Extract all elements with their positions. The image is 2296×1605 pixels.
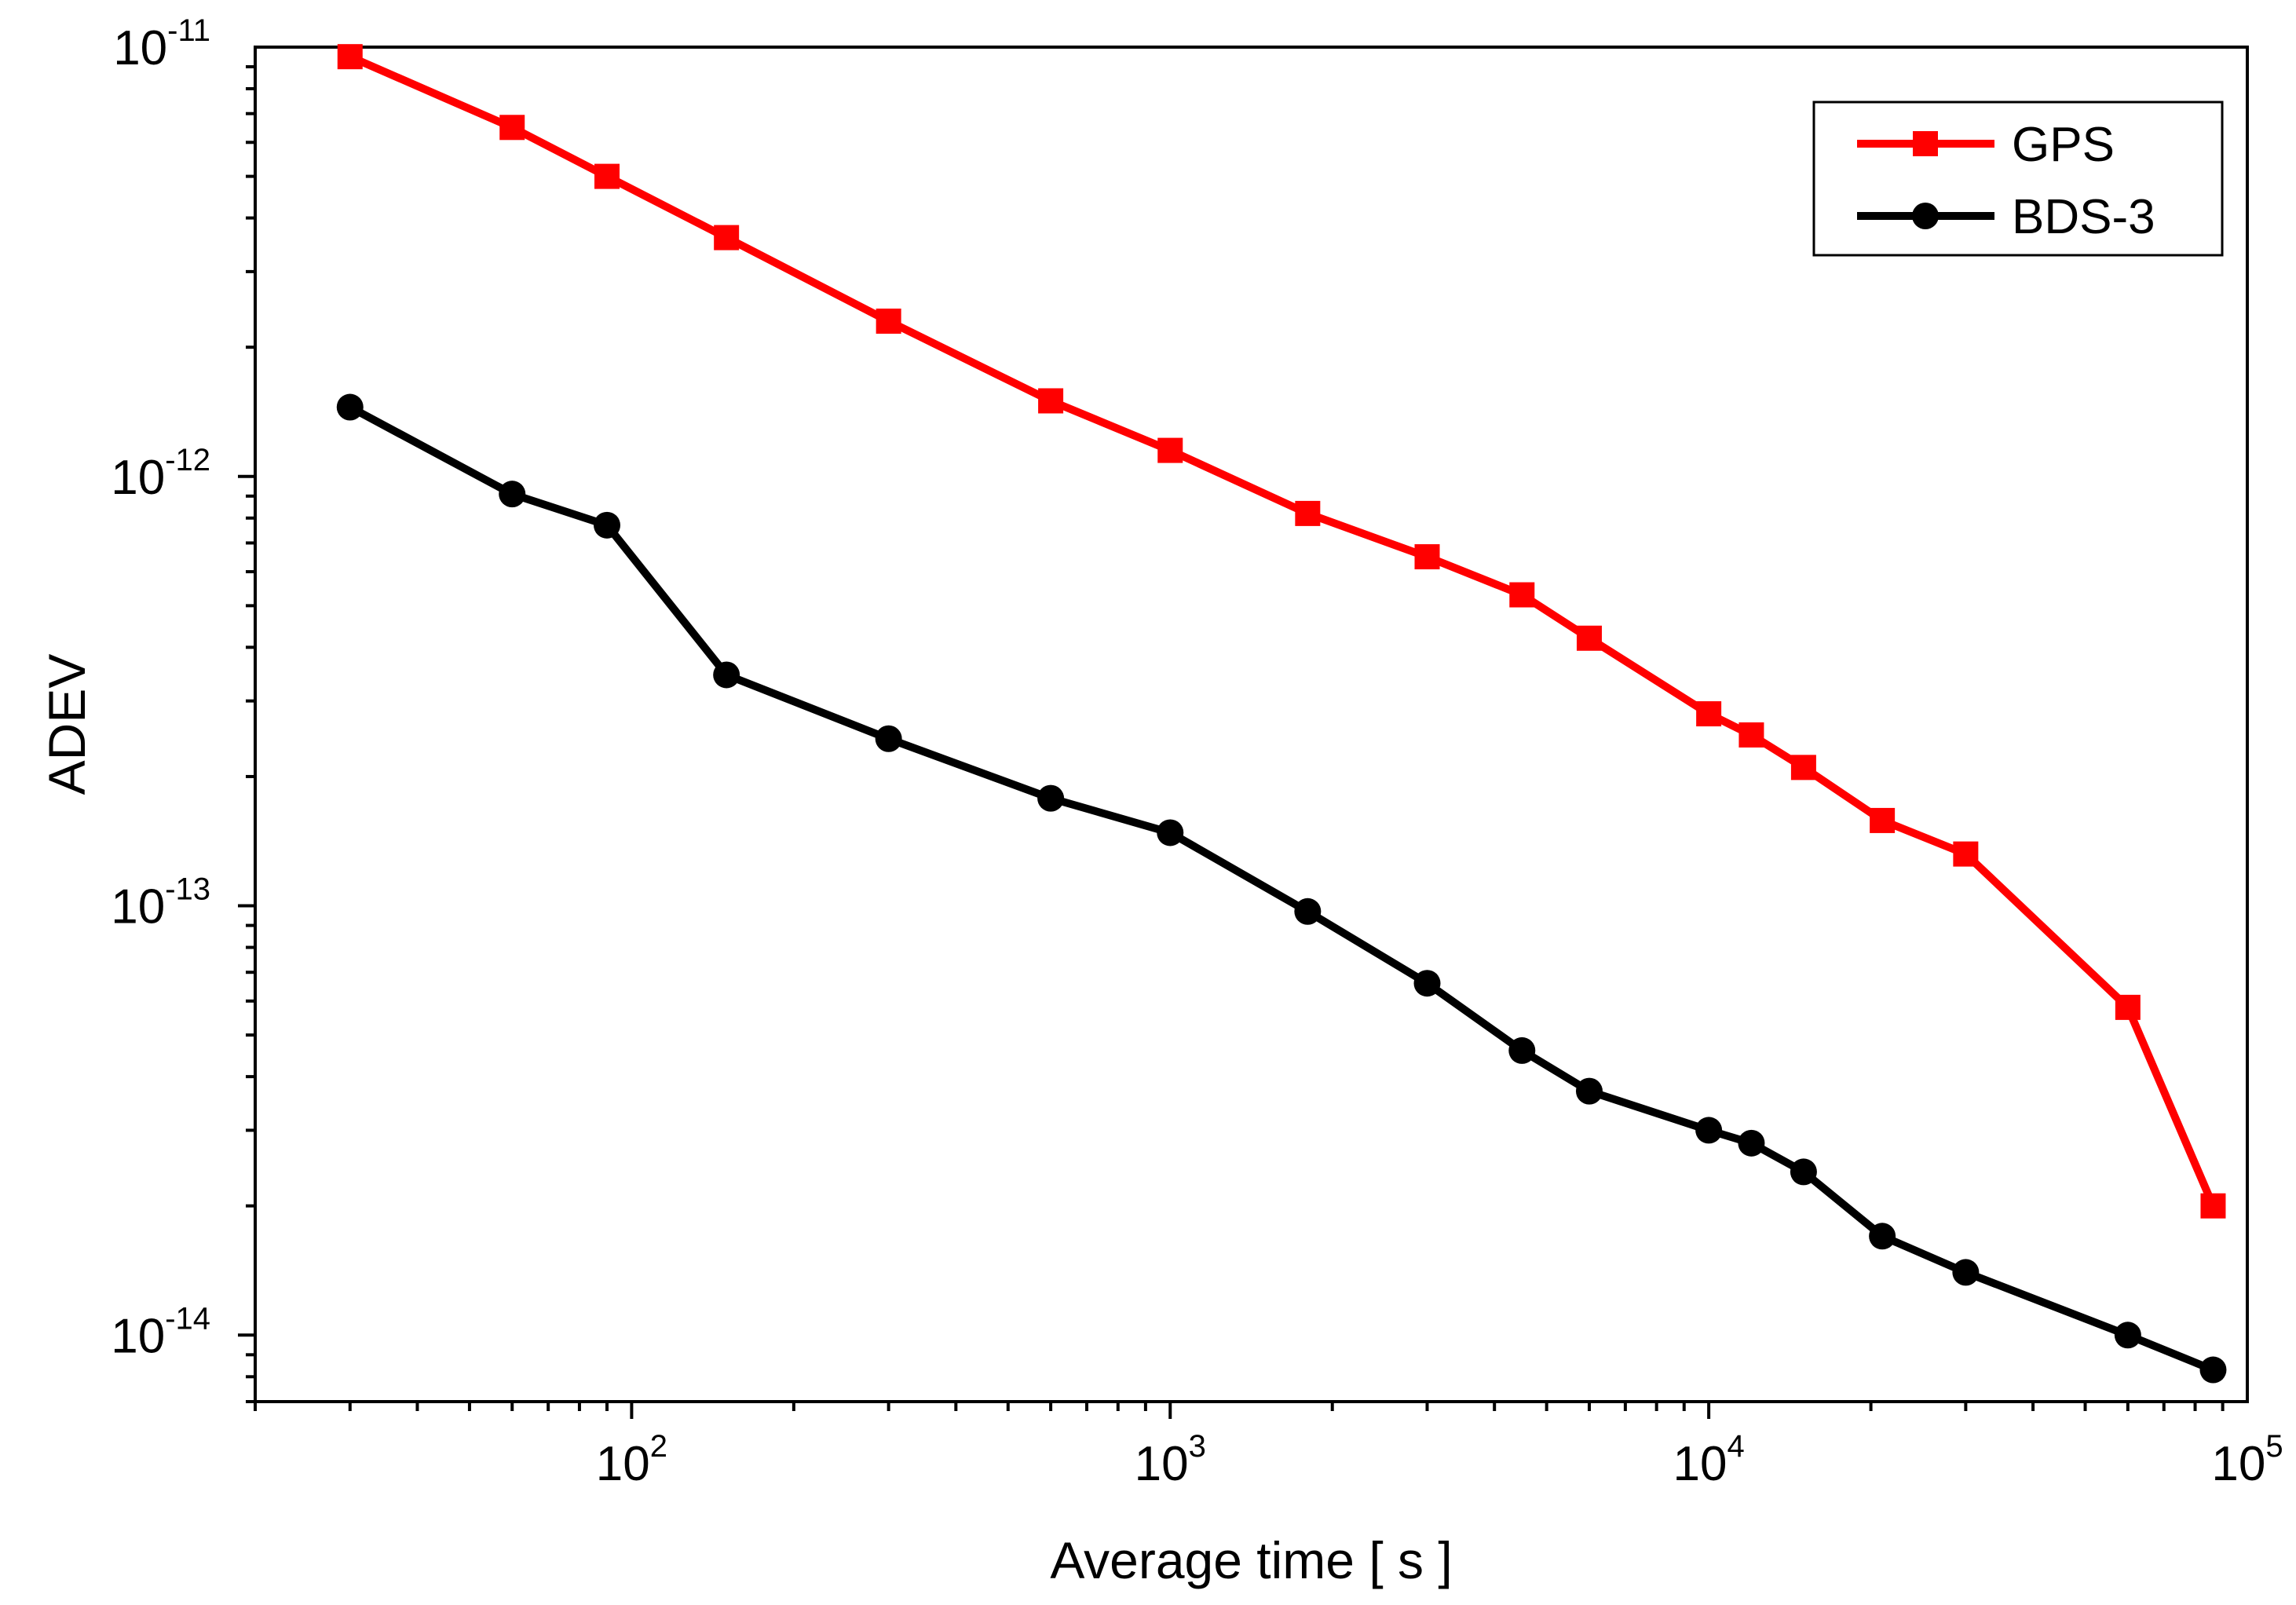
series-line-gps	[348, 53, 2217, 1208]
series-gps	[337, 44, 2226, 1219]
data-point-bds-3	[713, 661, 740, 689]
legend-item-gps: GPS	[1857, 118, 2115, 172]
x-tick-label: 105	[2211, 1429, 2283, 1491]
x-axis-title: Average time [ s ]	[1050, 1531, 1452, 1589]
data-point-bds-3	[336, 393, 364, 421]
y-tick-label: 10-14	[111, 1301, 210, 1363]
legend-box	[1812, 101, 2224, 257]
data-point-gps	[594, 163, 620, 189]
x-tick-label: 103	[1135, 1429, 1206, 1491]
data-point-bds-3	[1508, 1036, 1536, 1064]
data-point-gps	[1509, 582, 1535, 608]
data-point-bds-3	[1037, 784, 1065, 812]
legend-label: GPS	[2012, 118, 2115, 172]
legend: GPS BDS-3	[1812, 101, 2224, 257]
data-point-bds-3	[1738, 1129, 1765, 1157]
data-point-bds-3	[1869, 1223, 1896, 1250]
data-point-gps	[1295, 500, 1321, 526]
legend-item-bds-3: BDS-3	[1857, 190, 2155, 244]
y-axis-title: ADEV	[38, 654, 96, 795]
data-point-gps	[337, 44, 363, 70]
data-point-bds-3	[1695, 1117, 1723, 1144]
series-bds-3	[336, 393, 2227, 1384]
axes: 102 103 104 105 10-11 10-12 10-13 10-14	[111, 13, 2283, 1491]
data-point-gps	[499, 115, 525, 141]
series-line-bds-3	[348, 404, 2215, 1374]
plot-series	[336, 44, 2227, 1384]
data-point-bds-3	[2199, 1356, 2227, 1384]
legend-label: BDS-3	[2012, 190, 2155, 244]
data-point-gps	[1953, 841, 1979, 867]
data-point-bds-3	[1413, 970, 1441, 997]
data-point-bds-3	[499, 481, 526, 508]
data-point-bds-3	[1575, 1077, 1603, 1105]
data-point-gps	[1738, 722, 1764, 748]
data-point-gps	[1870, 807, 1896, 833]
data-point-gps	[1696, 701, 1722, 727]
y-tick-label: 10-11	[113, 13, 210, 75]
data-point-gps	[2115, 994, 2141, 1020]
data-point-gps	[1790, 755, 1816, 781]
y-tick-label: 10-12	[111, 443, 210, 505]
data-point-gps	[1038, 388, 1064, 414]
data-point-gps	[876, 308, 901, 334]
data-point-gps	[1576, 625, 1602, 651]
data-point-bds-3	[1952, 1259, 1980, 1286]
data-point-bds-3	[594, 511, 621, 539]
legend-swatch-marker	[1912, 203, 1939, 229]
plot-frame	[254, 46, 2249, 1403]
x-tick-label: 104	[1673, 1429, 1745, 1491]
data-point-gps	[1157, 437, 1183, 463]
data-point-gps	[1414, 544, 1440, 570]
data-point-bds-3	[1790, 1158, 1817, 1186]
x-tick-label: 102	[596, 1429, 667, 1491]
data-point-gps	[2200, 1193, 2226, 1219]
data-point-gps	[714, 225, 740, 250]
data-point-bds-3	[1294, 898, 1322, 925]
data-point-bds-3	[1157, 819, 1184, 846]
data-point-bds-3	[2114, 1322, 2141, 1349]
data-point-bds-3	[875, 725, 902, 752]
legend-swatch-marker	[1913, 131, 1938, 156]
y-tick-label: 10-13	[111, 872, 210, 934]
